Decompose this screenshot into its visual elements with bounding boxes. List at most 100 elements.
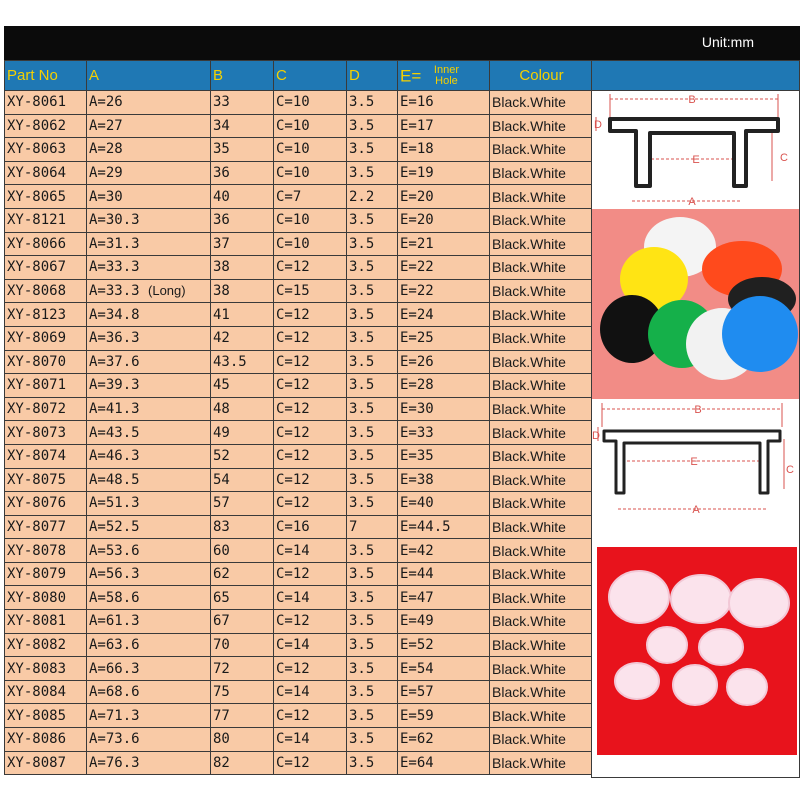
cell-part: XY-8083 (4, 656, 87, 681)
cell-d: 3.5 (346, 373, 398, 398)
cell-part: XY-8074 (4, 443, 87, 469)
cell-e-value: E=52 (400, 636, 434, 653)
colored-rubber-plugs-photo (592, 209, 799, 399)
cell-d-value: 3.5 (349, 401, 375, 418)
cell-b-value: 54 (213, 471, 230, 488)
cell-a: A=36.3 (86, 325, 211, 351)
cell-c: C=10 (273, 137, 347, 162)
cell-c: C=12 (273, 396, 347, 422)
cell-a: A=31.3 (86, 231, 211, 257)
cell-d: 3.5 (346, 160, 398, 186)
cell-e: E=47 (397, 585, 490, 611)
table-row: XY-8084 A=68.6 75 C=14 3.5 E=57 Black.White (4, 679, 592, 705)
title-bar: Unit:mm (4, 26, 800, 60)
cell-c-value: C=16 (276, 518, 310, 535)
diagram2-label-e: E (690, 456, 697, 468)
cell-d: 3.5 (346, 561, 398, 587)
cell-d-value: 3.5 (349, 235, 375, 252)
cell-part-value: XY-8077 (7, 518, 67, 535)
cell-b-value: 49 (213, 424, 230, 441)
cell-part-value: XY-8071 (7, 377, 67, 394)
cell-e: E=22 (397, 278, 490, 304)
cell-d: 3.5 (346, 255, 398, 280)
cell-d: 3.5 (346, 727, 398, 752)
cell-c: C=7 (273, 184, 347, 209)
cell-c-value: C=12 (276, 377, 310, 394)
cell-d: 3.5 (346, 443, 398, 469)
cell-e: E=62 (397, 727, 490, 752)
cell-c: C=12 (273, 325, 347, 351)
cell-a-value: A=46.3 (89, 448, 140, 465)
cell-c-value: C=12 (276, 448, 310, 465)
cell-e-value: E=47 (400, 589, 434, 606)
cell-e: E=59 (397, 703, 490, 729)
table-row: XY-8080 A=58.6 65 C=14 3.5 E=47 Black.White (4, 585, 592, 611)
cell-e-value: E=44.5 (400, 518, 451, 535)
unit-label: Unit:mm (701, 34, 754, 50)
cell-e-value: E=49 (400, 613, 434, 630)
cell-c: C=12 (273, 420, 347, 445)
cell-c-value: C=14 (276, 589, 310, 606)
cell-colour-value: Black.White (492, 165, 566, 182)
cell-b-value: 72 (213, 660, 230, 677)
cell-part-value: XY-8083 (7, 660, 67, 677)
cell-part: XY-8068 (4, 278, 87, 304)
cell-d: 3.5 (346, 278, 398, 304)
cell-e-value: E=35 (400, 448, 434, 465)
diagram1-label-b: B (688, 94, 695, 106)
cell-d-value: 3.5 (349, 754, 375, 771)
cell-colour: Black.White (489, 137, 592, 162)
cell-d: 3.5 (346, 491, 398, 516)
cell-e: E=38 (397, 467, 490, 493)
cell-e: E=57 (397, 679, 490, 705)
cell-c-value: C=10 (276, 212, 310, 229)
cell-part-value: XY-8084 (7, 684, 67, 701)
cell-colour: Black.White (489, 514, 592, 540)
cell-c: C=12 (273, 491, 347, 516)
cell-part-value: XY-8061 (7, 94, 67, 111)
cell-colour: Black.White (489, 609, 592, 634)
side-header (592, 61, 799, 91)
cell-part: XY-8079 (4, 561, 87, 587)
cell-c-value: C=10 (276, 117, 310, 134)
cell-a: A=66.3 (86, 656, 211, 681)
cell-e-value: E=16 (400, 94, 434, 111)
cell-c: C=10 (273, 231, 347, 257)
cell-c-value: C=12 (276, 660, 310, 677)
cell-a-value: A=33.3 (89, 283, 140, 300)
cell-e-value: E=25 (400, 330, 434, 347)
table-row: XY-8075 A=48.5 54 C=12 3.5 E=38 Black.White (4, 467, 592, 493)
cell-c-value: C=14 (276, 684, 310, 701)
cell-b-value: 36 (213, 212, 230, 229)
cell-e-value: E=22 (400, 259, 434, 276)
cell-a-value: A=30.3 (89, 212, 140, 229)
table-row: XY-8123 A=34.8 41 C=12 3.5 E=24 Black.White (4, 302, 592, 327)
cell-b: 54 (210, 467, 274, 493)
cell-b-value: 70 (213, 636, 230, 653)
cell-b-value: 80 (213, 731, 230, 748)
cell-d: 3.5 (346, 207, 398, 233)
cell-e: E=35 (397, 443, 490, 469)
cell-a-value: A=34.8 (89, 306, 140, 323)
cell-part-value: XY-8063 (7, 141, 67, 158)
cell-c: C=12 (273, 443, 347, 469)
cell-d-value: 3.5 (349, 636, 375, 653)
cell-b: 38 (210, 255, 274, 280)
cell-d-value: 3.5 (349, 330, 375, 347)
cell-colour-value: Black.White (492, 566, 566, 583)
table-row: XY-8070 A=37.6 43.5 C=12 3.5 E=26 Black.White (4, 349, 592, 375)
cell-a-value: A=37.6 (89, 353, 140, 370)
cell-b-value: 41 (213, 306, 230, 323)
header-e-label: E= (400, 66, 422, 85)
cell-d-value: 3.5 (349, 731, 375, 748)
cell-e: E=24 (397, 302, 490, 327)
cell-part: XY-8081 (4, 609, 87, 634)
cell-part: XY-8087 (4, 750, 87, 776)
cell-colour-value: Black.White (492, 707, 566, 724)
cell-colour-value: Black.White (492, 117, 566, 134)
cell-c: C=12 (273, 373, 347, 398)
cell-b: 52 (210, 443, 274, 469)
cell-a-value: A=27 (89, 117, 123, 134)
table-row: XY-8079 A=56.3 62 C=12 3.5 E=44 Black.White (4, 561, 592, 587)
cell-part: XY-8063 (4, 137, 87, 162)
